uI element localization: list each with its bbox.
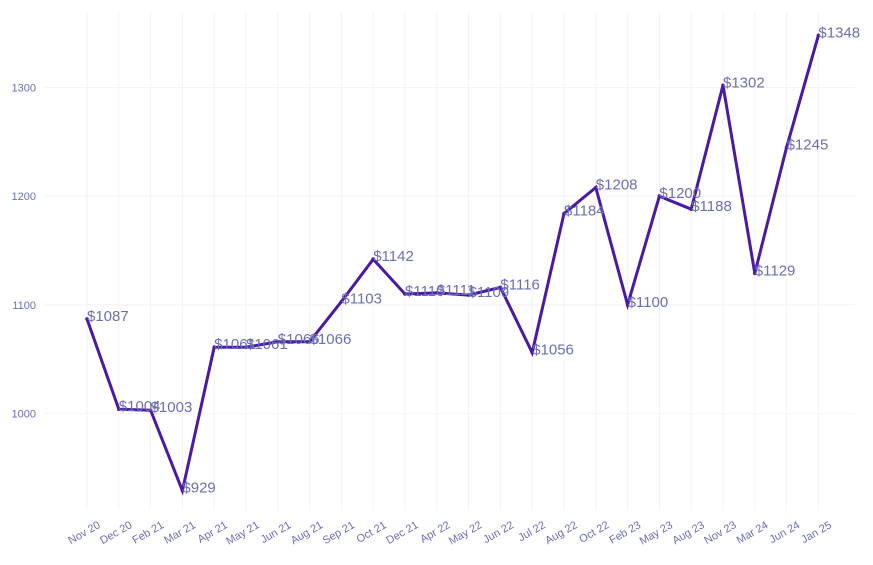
- data-point: [117, 407, 121, 411]
- data-label: $1184: [564, 203, 605, 220]
- data-label: $1003: [151, 399, 193, 416]
- data-point: [689, 207, 693, 212]
- data-label: $1100: [628, 294, 669, 311]
- data-label: $1302: [723, 74, 765, 91]
- x-tick-label: Oct 21: [355, 519, 389, 546]
- data-point: [148, 408, 153, 413]
- x-tick-label: Aug 21: [289, 519, 325, 547]
- data-labels: $1087$1004$1003$929$1061$1061$1066$1066$…: [87, 24, 860, 496]
- data-point: [753, 271, 757, 276]
- x-tick-label: Mar 24: [735, 519, 771, 547]
- x-tick-label: May 21: [224, 519, 261, 547]
- series-line-group: [85, 33, 821, 496]
- data-point: [530, 350, 534, 355]
- x-tick-label: May 23: [638, 519, 675, 547]
- data-label: $1116: [500, 276, 540, 293]
- data-label: $1208: [596, 176, 638, 193]
- x-tick-label: Nov 23: [702, 519, 738, 547]
- data-point: [562, 211, 566, 216]
- x-tick-label: Apr 22: [418, 519, 452, 546]
- x-tick-label: Feb 23: [607, 519, 643, 547]
- x-tick-label: Jun 22: [481, 519, 516, 546]
- x-tick-label: Feb 21: [130, 519, 166, 547]
- data-point: [339, 299, 344, 304]
- data-label: $929: [182, 480, 215, 497]
- data-label: $1056: [532, 342, 574, 359]
- grid: [45, 12, 855, 510]
- x-tick-label: Jun 24: [767, 519, 802, 546]
- data-point: [85, 317, 89, 321]
- y-axis-ticks: 1000 1100 1200 1300: [12, 83, 36, 421]
- x-tick-label: Dec 20: [98, 519, 134, 547]
- x-tick-label: Dec 21: [384, 519, 420, 547]
- data-label: $1129: [755, 262, 796, 279]
- x-tick-label: Aug 22: [543, 519, 579, 547]
- data-label: $1111: [437, 282, 475, 299]
- data-label: $1066: [310, 331, 352, 348]
- data-label: $1348: [818, 24, 860, 41]
- data-label: $1245: [787, 136, 829, 153]
- x-tick-label: May 22: [447, 519, 484, 547]
- data-point: [307, 339, 312, 344]
- data-label: $1110: [405, 283, 445, 300]
- x-tick-label: Jul 22: [516, 519, 547, 544]
- data-point: [466, 293, 471, 297]
- data-label: $1200: [659, 185, 701, 202]
- data-point: [657, 194, 662, 198]
- data-point: [371, 257, 376, 261]
- data-label: $1142: [373, 248, 414, 265]
- data-point: [244, 345, 248, 350]
- data-label: $1188: [691, 198, 732, 215]
- data-point: [435, 291, 439, 295]
- x-tick-label: Sep 21: [321, 519, 357, 547]
- y-tick-label: 1200: [12, 191, 36, 203]
- data-point: [721, 83, 725, 88]
- data-label: $1109: [469, 284, 510, 301]
- data-point: [180, 488, 185, 493]
- data-label: $1061: [214, 336, 256, 353]
- y-tick-label: 1300: [12, 83, 36, 95]
- series-line: [85, 34, 820, 496]
- data-point: [403, 292, 407, 296]
- data-label: $1103: [341, 291, 382, 308]
- y-tick-label: 1100: [12, 300, 36, 312]
- data-label: $1066: [278, 331, 320, 348]
- data-label: $1087: [87, 308, 129, 325]
- x-tick-label: Aug 23: [670, 519, 706, 547]
- data-label: $1061: [246, 336, 288, 353]
- x-tick-label: Oct 22: [577, 519, 611, 546]
- x-tick-label: Mar 21: [162, 519, 198, 547]
- data-point: [212, 345, 216, 350]
- data-point: [784, 145, 789, 150]
- data-point: [498, 285, 503, 290]
- data-label: $1004: [119, 398, 161, 415]
- data-point: [816, 33, 821, 38]
- x-tick-label: Jan 25: [799, 519, 834, 546]
- data-point: [594, 185, 598, 190]
- y-tick-label: 1000: [12, 409, 36, 421]
- x-tick-label: Jun 21: [259, 519, 294, 546]
- data-point: [625, 303, 630, 307]
- data-point: [276, 339, 280, 344]
- x-tick-label: Apr 21: [196, 519, 230, 546]
- x-tick-label: Nov 20: [66, 519, 102, 547]
